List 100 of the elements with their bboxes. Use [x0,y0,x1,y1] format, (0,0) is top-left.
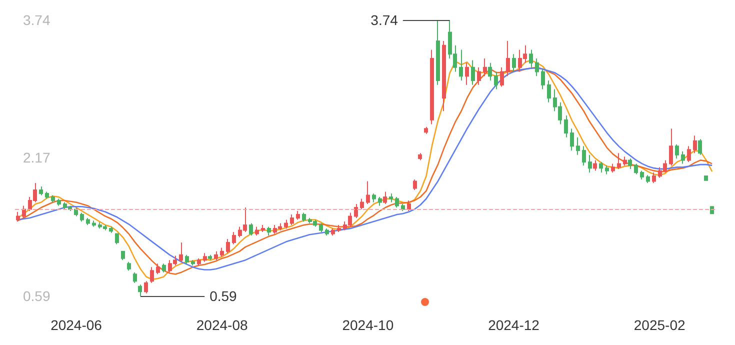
candlestick [226,238,230,254]
candlestick [249,222,253,236]
candlestick [395,196,399,208]
candlestick [133,272,137,284]
candlestick [109,226,113,234]
candlestick [232,232,236,245]
candlestick [57,198,61,206]
candlestick [220,247,224,258]
candlestick [203,252,207,262]
candlestick [459,49,463,81]
candlestick [372,192,376,203]
candlestick [51,194,55,203]
candlestick [185,254,189,264]
y-tick-label: 0.59 [23,288,50,304]
candlestick [296,210,300,220]
candlestick [442,40,446,112]
candlestick [605,164,609,175]
candlestick [208,254,212,261]
x-tick-label: 2024-12 [488,317,540,333]
candlestick [430,49,434,125]
candlestick [576,136,580,156]
candlestick [16,211,20,222]
annotation: 3.74 [370,12,398,28]
candlestick [436,20,440,86]
candlestick [634,163,638,175]
candlestick [319,222,323,233]
candlestick [541,68,545,90]
candlestick [214,250,218,261]
candlestick [150,266,154,284]
x-tick-label: 2024-10 [342,317,394,333]
candlestick [418,152,422,161]
candlestick [611,163,615,173]
candlestick [471,60,475,86]
candlestick [191,260,195,266]
candlestick [483,58,487,77]
candlestick [681,150,685,164]
candlestick [547,80,551,103]
candlestick [413,178,417,190]
candlestick [646,174,650,184]
x-tick-label: 2025-02 [634,317,686,333]
candlestick [617,152,621,170]
candlestick [512,54,516,72]
candlestick [564,115,568,138]
candlestick [144,280,148,294]
candlestick [704,175,708,181]
candlestick [354,204,358,219]
candlestick [121,250,125,261]
candlestick [477,66,481,86]
candlestick [39,186,43,196]
candlestick [529,49,533,68]
candlestick [331,228,335,236]
candlestick [675,144,679,159]
candlestick [570,128,574,152]
candlestick [290,214,294,226]
candlestick [284,219,288,230]
candlestick [138,284,142,296]
candlestick [465,62,469,86]
candlestick [628,158,632,170]
candlestick [693,135,697,154]
candlestick [500,66,504,88]
candlestick [640,170,644,180]
candlestick [582,146,586,166]
candlestick [197,258,201,266]
x-tick-label: 2024-08 [196,317,248,333]
candlestick [494,71,498,90]
candlestick [623,156,627,166]
candlestick [86,218,90,226]
candlestick [360,198,364,210]
candlestick [488,62,492,81]
candlestick [424,126,428,134]
candlestick [179,242,183,262]
candlestick [45,191,49,200]
x-tick-label: 2024-06 [50,317,102,333]
annotation: 0.59 [210,288,238,304]
y-tick-label: 2.17 [23,150,50,166]
candlestick [156,263,160,275]
candlestick [535,58,539,77]
candlestick [669,128,673,166]
y-tick-label: 3.74 [23,12,50,28]
candlestick [378,196,382,206]
candlestick [267,226,271,236]
candlestick [366,180,370,204]
candlestick [325,228,329,236]
candlestick [92,220,96,228]
candlestick [115,233,119,245]
candlestick [652,172,656,184]
candlestick [22,205,26,219]
candlestick [407,200,411,212]
candlestick [255,226,259,236]
candlestick [389,192,393,203]
candlestick [506,40,510,77]
candlestick [383,191,387,204]
candlestick [588,154,592,173]
candlestick [162,263,166,273]
candlestick [593,160,597,172]
candlestick [698,138,702,156]
candlestick [80,212,84,222]
candlestick [599,161,603,173]
candlestick [687,146,691,162]
candlestick [127,261,131,272]
